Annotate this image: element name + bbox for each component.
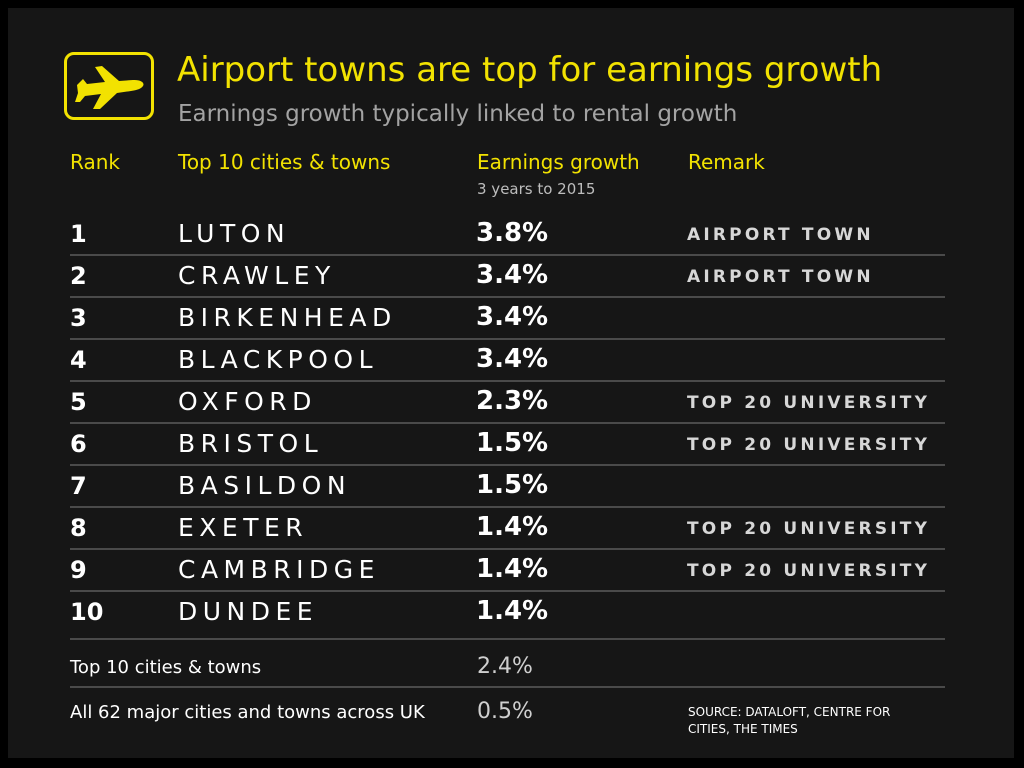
column-subheader-period: 3 years to 2015 xyxy=(477,180,596,198)
remark-cell: AIRPORT TOWN xyxy=(687,225,874,245)
rank-cell: 3 xyxy=(70,304,87,332)
remark-cell: TOP 20 UNIVERSITY xyxy=(687,393,931,413)
rank-cell: 1 xyxy=(70,220,87,248)
table-row: 7 BASILDON 1.5% xyxy=(70,466,945,508)
table-row: 8 EXETER 1.4% TOP 20 UNIVERSITY xyxy=(70,508,945,550)
summary-label: All 62 major cities and towns across UK xyxy=(70,702,425,723)
table-row: 1 LUTON 3.8% AIRPORT TOWN xyxy=(70,214,945,256)
table-row: 3 BIRKENHEAD 3.4% xyxy=(70,298,945,340)
remark-cell: TOP 20 UNIVERSITY xyxy=(687,519,931,539)
growth-cell: 3.4% xyxy=(476,302,549,332)
city-cell: BLACKPOOL xyxy=(178,345,379,374)
source-note: SOURCE: DATALOFT, CENTRE FOR CITIES, THE… xyxy=(688,705,891,736)
column-header-city: Top 10 cities & towns xyxy=(178,150,391,174)
growth-cell: 3.8% xyxy=(476,218,549,248)
city-cell: LUTON xyxy=(178,219,291,248)
growth-cell: 3.4% xyxy=(476,344,549,374)
city-cell: BIRKENHEAD xyxy=(178,303,397,332)
summary-value: 2.4% xyxy=(477,654,533,679)
growth-cell: 3.4% xyxy=(476,260,549,290)
infographic-panel xyxy=(8,8,1014,758)
table-row: 9 CAMBRIDGE 1.4% TOP 20 UNIVERSITY xyxy=(70,550,945,592)
remark-cell: TOP 20 UNIVERSITY xyxy=(687,435,931,455)
table-row: 5 OXFORD 2.3% TOP 20 UNIVERSITY xyxy=(70,382,945,424)
rank-cell: 4 xyxy=(70,346,87,374)
city-cell: CRAWLEY xyxy=(178,261,336,290)
growth-cell: 1.5% xyxy=(476,470,549,500)
growth-cell: 1.4% xyxy=(476,554,549,584)
rank-cell: 6 xyxy=(70,430,87,458)
table-row: 10 DUNDEE 1.4% xyxy=(70,592,945,640)
growth-cell: 2.3% xyxy=(476,386,549,416)
rank-cell: 9 xyxy=(70,556,87,584)
summary-label: Top 10 cities & towns xyxy=(70,657,262,678)
column-header-remark: Remark xyxy=(688,150,765,174)
rank-cell: 7 xyxy=(70,472,87,500)
remark-cell: TOP 20 UNIVERSITY xyxy=(687,561,931,581)
growth-cell: 1.4% xyxy=(476,596,549,626)
growth-cell: 1.5% xyxy=(476,428,549,458)
city-cell: CAMBRIDGE xyxy=(178,555,380,584)
page-subtitle: Earnings growth typically linked to rent… xyxy=(178,101,738,127)
rank-cell: 10 xyxy=(70,598,104,626)
column-header-growth: Earnings growth xyxy=(477,150,640,174)
city-cell: OXFORD xyxy=(178,387,317,416)
table-row: 6 BRISTOL 1.5% TOP 20 UNIVERSITY xyxy=(70,424,945,466)
airplane-logo xyxy=(64,52,154,120)
airplane-icon xyxy=(75,66,144,109)
city-cell: DUNDEE xyxy=(178,597,319,626)
summary-value: 0.5% xyxy=(477,699,533,724)
growth-cell: 1.4% xyxy=(476,512,549,542)
table-row: 4 BLACKPOOL 3.4% xyxy=(70,340,945,382)
city-cell: BASILDON xyxy=(178,471,352,500)
rank-cell: 8 xyxy=(70,514,87,542)
table-row: 2 CRAWLEY 3.4% AIRPORT TOWN xyxy=(70,256,945,298)
page-title: Airport towns are top for earnings growt… xyxy=(177,50,883,90)
summary-row-top10: Top 10 cities & towns 2.4% xyxy=(70,640,945,688)
rank-cell: 2 xyxy=(70,262,87,290)
city-cell: EXETER xyxy=(178,513,309,542)
city-cell: BRISTOL xyxy=(178,429,324,458)
remark-cell: AIRPORT TOWN xyxy=(687,267,874,287)
summary-row-all: All 62 major cities and towns across UK … xyxy=(70,688,945,738)
rank-cell: 5 xyxy=(70,388,87,416)
column-header-rank: Rank xyxy=(70,150,120,174)
